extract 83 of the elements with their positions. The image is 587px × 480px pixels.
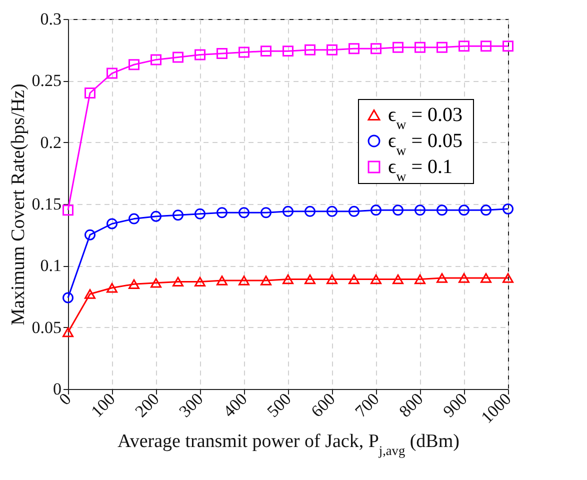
x-tick-label: 100 (87, 389, 119, 421)
point (106, 218, 118, 230)
point (194, 208, 206, 220)
point (282, 206, 294, 217)
point (326, 274, 338, 284)
point (458, 273, 470, 283)
point (150, 54, 162, 66)
y-tick-label: 0.3 (40, 10, 62, 28)
point (150, 210, 162, 222)
point (216, 48, 228, 60)
point (502, 203, 514, 214)
point (326, 44, 338, 56)
point (392, 42, 404, 53)
point (458, 40, 470, 52)
point (392, 274, 404, 284)
point (502, 273, 514, 283)
x-tick-label: 200 (131, 389, 163, 421)
point (480, 40, 492, 52)
point (304, 44, 316, 56)
y-axis-title: Maximum Covert Rate(bps/Hz) (8, 84, 29, 326)
point (480, 204, 492, 216)
point (128, 213, 140, 224)
point (260, 207, 272, 218)
point (106, 283, 118, 293)
point (128, 59, 140, 70)
point (62, 292, 74, 304)
x-tick-label: 800 (395, 389, 427, 421)
point (150, 278, 162, 288)
point (502, 40, 514, 52)
point (370, 204, 382, 216)
point (348, 274, 360, 284)
point (238, 276, 250, 286)
x-tick-label: 300 (175, 389, 207, 421)
x-tick-label: 600 (307, 389, 339, 421)
x-tick-label: 500 (263, 389, 295, 421)
point (128, 279, 140, 290)
legend-label: ϵ$_{w}$ = 0.1 (388, 156, 453, 184)
point (304, 206, 316, 217)
point (326, 206, 338, 217)
point (260, 276, 272, 286)
point (348, 206, 360, 217)
point (172, 210, 184, 221)
point (106, 68, 118, 79)
point (304, 274, 316, 284)
x-axis-title: Average transmit power of Jack, P$_{j,avg}$ (dBm) (118, 431, 460, 458)
point (84, 88, 96, 98)
legend-label: ϵ$_{w}$ = 0.05 (388, 130, 463, 158)
point (370, 274, 382, 284)
point (392, 204, 404, 216)
point (282, 46, 294, 57)
point (370, 43, 382, 54)
point (436, 273, 448, 283)
point (172, 276, 184, 287)
x-tick-label: 400 (219, 389, 251, 421)
point (282, 274, 294, 284)
point (84, 289, 96, 299)
point (436, 42, 448, 53)
x-tick-label: 700 (351, 389, 383, 421)
y-tick-label: 0.25 (32, 71, 62, 90)
y-tick-label: 0.05 (32, 318, 62, 337)
point (216, 276, 228, 286)
point (62, 204, 74, 216)
point (62, 327, 74, 338)
point (194, 49, 206, 60)
point (194, 276, 206, 287)
x-tick-label: 900 (439, 389, 471, 421)
point (414, 42, 426, 53)
point (172, 52, 184, 63)
legend-label: ϵ$_{w}$ = 0.03 (388, 104, 463, 132)
point (238, 207, 250, 218)
point (216, 207, 228, 218)
point (480, 273, 492, 283)
point (414, 204, 426, 216)
point (84, 229, 96, 240)
point (348, 43, 360, 54)
y-tick-label: 0.2 (40, 132, 62, 152)
point (436, 204, 448, 216)
point (458, 204, 470, 216)
point (260, 46, 272, 57)
y-tick-label: 0.15 (32, 194, 62, 214)
y-tick-label: 0.1 (40, 256, 62, 276)
point (414, 274, 426, 284)
point (238, 46, 250, 58)
